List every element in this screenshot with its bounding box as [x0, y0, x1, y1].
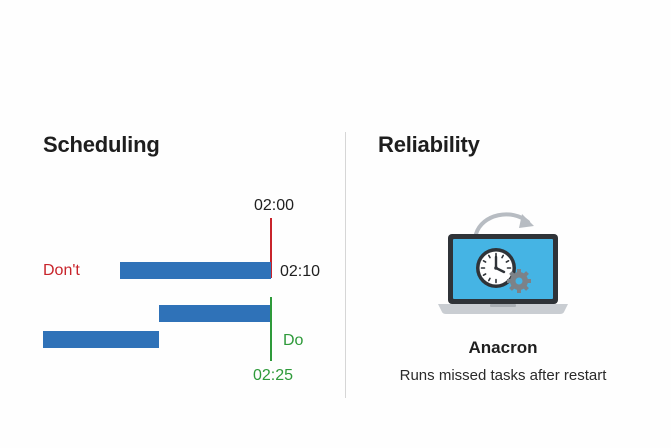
- gear-icon: [507, 269, 531, 293]
- panel-divider: [345, 132, 346, 398]
- anacron-description: Runs missed tasks after restart: [399, 367, 607, 384]
- dont-label: Don't: [43, 262, 80, 279]
- do-label: Do: [283, 332, 304, 349]
- reliability-title: Reliability: [378, 132, 480, 157]
- anacron-name: Anacron: [468, 338, 538, 357]
- dont-timeline-marker: [270, 218, 272, 278]
- time-label-start: 02:00: [254, 197, 295, 214]
- anacron-illustration: [436, 208, 570, 316]
- restart-arrow-icon: [474, 212, 534, 236]
- time-label-mid: 02:10: [280, 263, 321, 280]
- do-task-bar-upper: [159, 305, 271, 322]
- laptop-icon: [438, 212, 568, 314]
- time-label-end: 02:25: [253, 367, 294, 384]
- scheduling-title: Scheduling: [43, 132, 160, 157]
- do-task-bar-lower: [43, 331, 159, 348]
- do-timeline-marker: [270, 297, 272, 361]
- dont-task-bar: [120, 262, 271, 279]
- clock-icon: [476, 248, 516, 288]
